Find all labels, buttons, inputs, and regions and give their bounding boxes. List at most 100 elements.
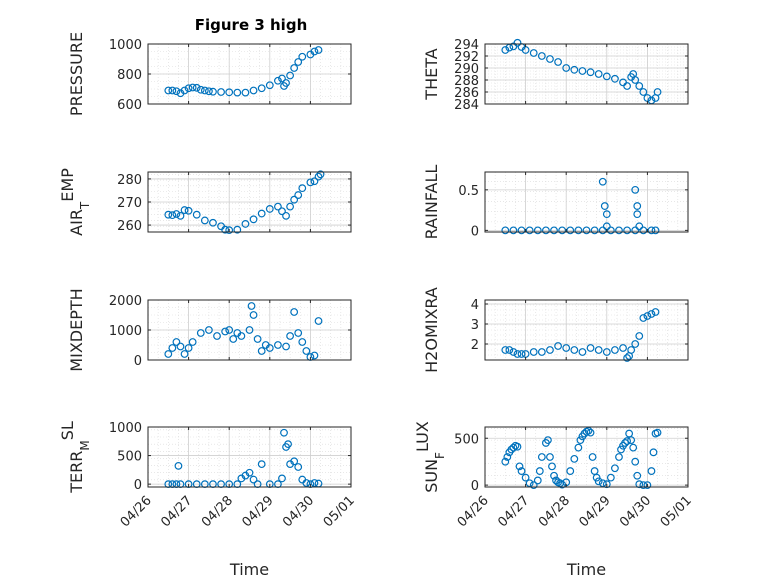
y-tick-label: 500 <box>454 432 479 447</box>
x-tick-label: 04/27 <box>158 493 195 530</box>
data-point <box>570 454 579 463</box>
data-point <box>586 344 595 352</box>
data-point <box>600 202 609 210</box>
data-point <box>274 341 282 349</box>
data-point <box>290 195 299 204</box>
data-point <box>533 476 542 485</box>
data-point <box>302 479 311 487</box>
data-point <box>172 338 181 346</box>
data-point <box>537 348 546 356</box>
data-point <box>278 74 286 83</box>
data-point <box>611 74 619 83</box>
data-point <box>639 314 648 322</box>
data-point <box>316 170 325 179</box>
data-point <box>594 477 603 486</box>
data-point <box>284 440 292 449</box>
data-point <box>298 184 307 193</box>
data-point <box>204 326 213 334</box>
x-tick-label: 04/28 <box>536 493 573 530</box>
data-point <box>184 206 193 215</box>
data-point <box>241 220 250 228</box>
data-point <box>633 471 642 480</box>
data-point <box>633 202 642 210</box>
x-tick-label: 05/01 <box>321 493 358 530</box>
data-point <box>200 86 209 95</box>
data-point <box>176 342 185 351</box>
data-point <box>631 185 640 194</box>
data-point <box>282 79 290 87</box>
data-point <box>606 226 615 235</box>
data-point <box>574 226 583 235</box>
data-point <box>643 312 652 320</box>
data-point <box>257 209 266 218</box>
data-point <box>501 46 510 54</box>
data-point <box>188 338 197 346</box>
y-tick-label: 1000 <box>109 324 142 339</box>
data-point <box>164 350 173 358</box>
data-point <box>225 226 234 235</box>
y-tick-label: 0 <box>134 478 142 493</box>
subplot-1: 600 800 1000 PRESSURE <box>67 32 352 116</box>
data-point <box>184 344 193 352</box>
x-tick-label: 04/30 <box>617 493 654 530</box>
subplot-5: 0 1000 2000 MIXDEPTH <box>67 288 352 372</box>
data-point <box>501 346 510 354</box>
data-point <box>590 226 599 235</box>
y-axis-label: SUNFLUX <box>413 421 448 493</box>
data-point <box>298 338 307 346</box>
y-tick-label: 0 <box>471 479 479 494</box>
x-axis-label: Time <box>229 560 269 579</box>
data-point <box>546 55 554 63</box>
y-axis-label: THETA <box>422 48 441 100</box>
data-point <box>172 210 181 218</box>
data-point <box>627 436 636 445</box>
data-point <box>639 481 648 490</box>
data-point <box>623 82 631 90</box>
data-point <box>588 453 597 461</box>
data-point <box>265 81 274 90</box>
data-point <box>598 177 607 186</box>
data-point <box>513 38 522 47</box>
y-tick-label: 0 <box>134 354 142 369</box>
data-point <box>546 453 554 461</box>
data-point <box>298 52 307 61</box>
data-point <box>286 332 295 340</box>
data-point <box>578 348 587 356</box>
data-point <box>647 467 656 475</box>
data-point <box>168 344 177 352</box>
data-point <box>196 85 205 94</box>
x-tick-label: 04/29 <box>577 493 614 530</box>
x-axis-label: Time <box>566 560 606 579</box>
data-point <box>180 206 189 214</box>
data-point <box>651 308 660 316</box>
data-point <box>282 211 290 220</box>
data-point <box>619 344 627 352</box>
data-point <box>225 88 234 97</box>
data-point <box>505 346 514 354</box>
y-tick-label: 286 <box>454 86 479 101</box>
data-point <box>265 205 274 213</box>
y-axis-label: TERRMSL <box>58 421 93 494</box>
y-tick-label: 290 <box>454 62 479 77</box>
x-tick-label: 04/28 <box>199 493 236 530</box>
data-point <box>306 178 315 187</box>
data-point <box>533 226 542 235</box>
data-point <box>249 475 258 484</box>
data-point <box>554 342 562 350</box>
data-point <box>517 350 526 358</box>
data-point <box>278 474 286 483</box>
data-point <box>501 226 510 235</box>
y-axis-label: MIXDEPTH <box>67 288 86 371</box>
data-point <box>633 210 642 219</box>
data-point <box>515 462 524 471</box>
y-axis-label: AIRTEMP <box>58 168 93 236</box>
data-point <box>529 348 538 356</box>
data-point <box>192 83 201 92</box>
data-point <box>164 210 173 219</box>
data-point <box>249 311 258 319</box>
data-point <box>623 437 631 445</box>
data-point <box>651 226 660 235</box>
x-tick-label: 05/01 <box>658 493 695 530</box>
